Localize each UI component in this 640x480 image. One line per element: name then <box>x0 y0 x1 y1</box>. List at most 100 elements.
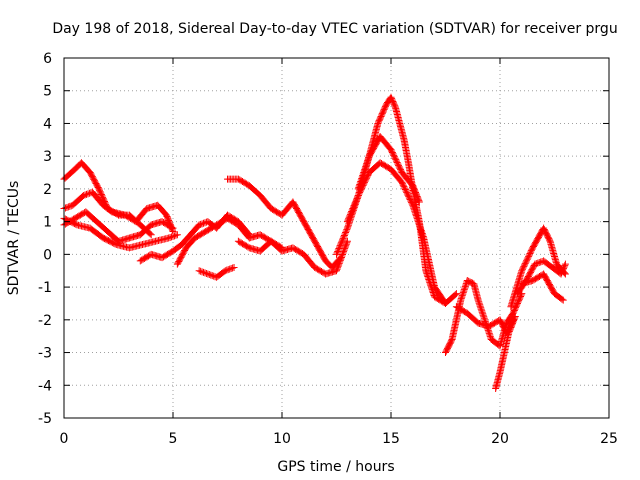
data-point-10-19 <box>355 190 363 198</box>
data-point-10-78 <box>408 200 416 208</box>
data-point-9-11 <box>339 234 347 242</box>
data-point-8-82 <box>334 262 342 270</box>
data-point-15-32 <box>523 255 531 263</box>
data-point-9-16 <box>342 227 350 235</box>
data-point-9-17 <box>343 226 351 234</box>
data-point-16-24 <box>534 259 542 267</box>
data-point-15-36 <box>526 250 534 258</box>
data-point-16-22 <box>531 260 539 268</box>
data-point-9-15 <box>342 229 350 237</box>
data-point-3-78 <box>168 233 176 241</box>
data-point-4-50 <box>197 220 205 228</box>
data-point-6-6 <box>204 270 212 278</box>
data-point-14-49 <box>511 313 519 321</box>
data-point-8-90 <box>338 251 346 259</box>
data-point-10-63 <box>398 178 406 186</box>
data-point-10-6 <box>347 209 355 217</box>
data-point-15-35 <box>525 251 533 259</box>
data-point-11-87 <box>415 198 423 206</box>
data-point-15-29 <box>521 260 529 268</box>
data-point-1-3 <box>64 203 72 211</box>
data-point-9-256 <box>452 290 460 298</box>
data-point-1-1 <box>61 204 69 212</box>
data-point-9-3 <box>334 246 342 254</box>
data-point-12-36 <box>457 296 465 304</box>
data-point-6-23 <box>227 265 235 273</box>
data-point-3-76 <box>165 234 173 242</box>
data-point-10-2 <box>345 215 353 223</box>
data-point-12-73 <box>478 308 486 316</box>
data-point-15-33 <box>524 254 532 262</box>
data-point-8-88 <box>337 253 345 261</box>
series-track-17 <box>513 257 569 298</box>
x-tick-label-0: 0 <box>60 431 69 447</box>
data-point-9-10 <box>339 236 347 244</box>
data-point-11-52 <box>390 151 398 159</box>
data-point-6-22 <box>226 265 234 273</box>
data-point-6-19 <box>221 267 229 275</box>
data-point-16-23 <box>532 260 540 268</box>
data-point-6-24 <box>229 264 237 272</box>
data-point-11-56 <box>392 157 400 165</box>
data-point-10-17 <box>354 193 362 201</box>
data-point-12-75 <box>479 311 487 319</box>
data-point-10-146 <box>442 299 449 307</box>
data-point-10-9 <box>349 205 357 213</box>
data-point-15-64 <box>545 236 553 244</box>
data-point-8-80 <box>333 265 341 273</box>
data-point-9-14 <box>341 230 349 238</box>
series-track-7 <box>195 263 238 281</box>
data-point-12-76 <box>480 313 488 321</box>
data-point-15-28 <box>521 261 529 269</box>
data-point-9-2 <box>334 247 342 255</box>
data-point-8-91 <box>339 249 347 257</box>
data-point-3-82 <box>173 231 181 239</box>
series-track-15 <box>492 313 519 393</box>
y-tick-label-1: -4 <box>38 378 52 394</box>
data-point-6-1 <box>197 267 205 275</box>
data-point-14-48 <box>511 314 519 322</box>
data-point-12-87 <box>485 329 493 337</box>
data-point-12-45 <box>461 283 469 291</box>
data-point-1-2 <box>63 203 71 211</box>
data-point-3-80 <box>170 232 178 240</box>
y-axis-ticks: -5 -4 -3 -2 -1 0 1 2 3 4 5 6 <box>38 51 609 427</box>
data-point-15-26 <box>519 264 527 272</box>
data-point-10-13 <box>351 199 359 207</box>
data-point-17-37 <box>558 295 566 303</box>
data-point-12-44 <box>461 284 469 292</box>
data-point-10-3 <box>345 213 353 221</box>
data-point-11-60 <box>395 163 403 171</box>
data-point-10-0 <box>343 218 351 226</box>
data-point-15-30 <box>522 258 530 266</box>
data-point-11-58 <box>394 160 402 168</box>
data-point-10-10 <box>349 203 357 211</box>
data-point-12-65 <box>474 296 482 304</box>
data-point-8-86 <box>336 256 344 264</box>
data-point-12-89 <box>486 332 494 340</box>
data-point-6-25 <box>230 263 238 271</box>
data-point-12-67 <box>475 299 483 307</box>
data-point-11-51 <box>389 150 397 158</box>
y-tick-label-2: -3 <box>38 346 52 362</box>
data-point-12-40 <box>459 290 467 298</box>
series-track-13 <box>442 277 526 357</box>
data-point-8-84 <box>335 259 343 267</box>
data-point-15-37 <box>527 248 535 256</box>
data-point-12-41 <box>459 289 467 297</box>
data-point-9-1 <box>333 249 341 257</box>
data-point-9-7 <box>337 240 345 248</box>
data-point-6-21 <box>224 266 232 274</box>
data-point-9-13 <box>340 231 348 239</box>
data-point-8-81 <box>334 264 342 272</box>
y-tick-label-0: -5 <box>38 411 52 427</box>
data-point-8-87 <box>337 255 345 263</box>
data-point-10-71 <box>403 190 411 198</box>
data-point-12-88 <box>486 331 494 339</box>
data-point-12-46 <box>462 281 470 289</box>
data-point-15-24 <box>518 267 526 275</box>
data-point-10-16 <box>353 194 361 202</box>
data-point-11-57 <box>393 159 401 167</box>
data-point-0-85 <box>146 230 154 238</box>
